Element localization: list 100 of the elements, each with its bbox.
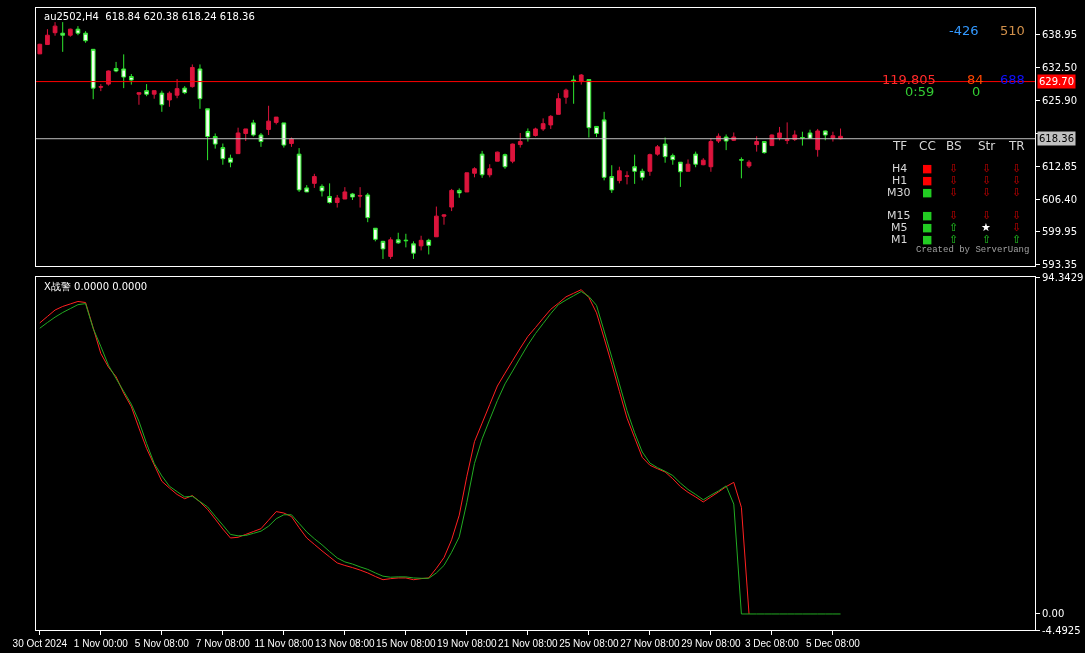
annotation: ⇩ — [949, 209, 959, 222]
candlestick — [113, 61, 119, 73]
annotation: ⇧ — [949, 233, 959, 246]
candlestick — [777, 126, 782, 141]
annotation: -426 — [949, 23, 979, 38]
annotation: ■ — [922, 221, 933, 234]
candlestick — [784, 121, 790, 145]
annotation: M5 — [891, 221, 908, 234]
candlestick — [395, 232, 401, 245]
chart-title: X战警 0.0000 0.0000 — [44, 281, 148, 292]
candlestick — [670, 153, 676, 166]
candlestick — [98, 83, 104, 92]
annotation: ⇩ — [1012, 162, 1022, 175]
y-tick-label: 94.3429 — [1042, 271, 1084, 283]
candlestick — [456, 187, 462, 199]
annotation: ■ — [922, 162, 933, 175]
candlestick — [441, 213, 447, 226]
candlestick — [411, 240, 416, 260]
ref-line-label: 629.70 — [1039, 76, 1074, 87]
candlestick — [296, 147, 302, 193]
candlestick — [45, 28, 50, 46]
candlestick — [159, 90, 165, 113]
candlestick — [632, 154, 638, 185]
x-tick-label: 5 Nov 08:00 — [134, 638, 190, 649]
annotation: ⇩ — [982, 186, 992, 199]
candlestick — [334, 194, 340, 209]
x-tick-label: 19 Nov 08:00 — [437, 638, 498, 649]
annotation: ⇩ — [949, 174, 959, 187]
annotation: 510 — [1000, 23, 1025, 38]
x-tick-label: 21 Nov 08:00 — [498, 638, 559, 649]
candlestick — [433, 206, 439, 238]
candlestick — [517, 132, 523, 149]
candlestick — [136, 92, 142, 106]
annotation: ⇩ — [982, 209, 992, 222]
x-tick-label: 27 Nov 08:00 — [620, 638, 681, 649]
candlestick — [350, 192, 355, 201]
candlestick — [258, 132, 264, 148]
annotation: ■ — [922, 186, 933, 199]
annotation: ⇧ — [1012, 233, 1022, 246]
x-tick-label: 5 Dec 08:00 — [805, 638, 861, 649]
candlestick — [327, 182, 332, 205]
candlestick — [601, 111, 607, 181]
annotation: BS — [946, 139, 962, 153]
x-tick-label: 11 Nov 08:00 — [254, 638, 314, 649]
annotation: ⇧ — [982, 233, 992, 246]
candlestick — [487, 163, 493, 178]
candlestick — [815, 128, 821, 158]
candlestick — [273, 116, 279, 125]
candlestick — [106, 69, 111, 87]
chart-title: au2502,H4 618.84 620.38 618.24 618.36 — [44, 11, 255, 22]
candlestick — [60, 21, 66, 53]
candlestick — [189, 63, 195, 89]
candlestick — [205, 108, 210, 161]
candlestick — [197, 63, 203, 110]
candlestick — [167, 90, 172, 108]
annotation: M30 — [887, 186, 911, 199]
candlestick — [144, 83, 149, 97]
candlestick — [822, 129, 828, 141]
candlestick — [639, 168, 645, 181]
candlestick — [739, 156, 744, 179]
candlestick — [655, 144, 660, 157]
candlestick — [67, 28, 73, 38]
candlestick — [182, 85, 188, 95]
candlestick — [83, 30, 88, 44]
annotation: ⇩ — [982, 162, 992, 175]
candlestick — [449, 188, 454, 212]
annotation: 0:59 — [905, 84, 935, 99]
candlestick — [311, 173, 317, 189]
candlestick — [594, 125, 599, 138]
x-tick-label: 3 Dec 08:00 — [744, 638, 800, 649]
candlestick — [571, 75, 576, 105]
annotation: ⇩ — [949, 162, 959, 175]
annotation: ⇩ — [1012, 221, 1022, 234]
candlestick — [556, 92, 561, 115]
annotation: ■ — [922, 233, 933, 246]
candlestick — [830, 131, 836, 143]
candlestick — [37, 43, 43, 55]
candlestick — [678, 161, 683, 188]
candlestick — [533, 127, 538, 138]
candlestick — [609, 164, 615, 194]
x-tick-label: 1 Nov 00:00 — [73, 638, 129, 649]
annotation: Str — [978, 139, 996, 153]
y-tick-label: 599.95 — [1042, 226, 1077, 237]
candlestick — [548, 114, 554, 130]
x-tick-label: 7 Nov 08:00 — [195, 638, 251, 649]
candlestick — [228, 154, 233, 168]
y-tick-label: 606.40 — [1042, 193, 1077, 205]
candlestick — [418, 235, 424, 251]
annotation: ⇩ — [1012, 174, 1022, 187]
candlestick — [250, 119, 256, 138]
annotation: TF — [892, 139, 908, 153]
candlestick — [495, 151, 500, 162]
candlestick — [708, 137, 714, 173]
candlestick — [510, 143, 515, 164]
annotation: H1 — [892, 174, 908, 187]
annotation: ⇩ — [949, 186, 959, 199]
y-tick-label: 0.00 — [1042, 608, 1065, 620]
candlestick — [754, 135, 760, 153]
candlestick — [90, 48, 96, 100]
annotation: M15 — [887, 209, 911, 222]
